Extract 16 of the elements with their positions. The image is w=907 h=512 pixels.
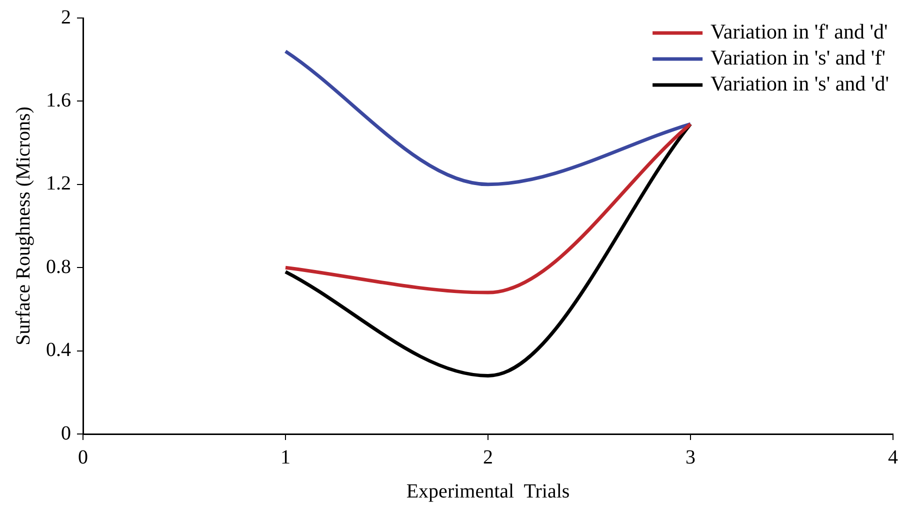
x-tick-label: 2 (483, 446, 493, 468)
y-tick-label: 0.4 (46, 339, 71, 362)
y-tick-label: 0.8 (46, 256, 71, 278)
y-axis-title: Surface Roughness (Microns) (12, 106, 34, 346)
x-tick-label: 4 (888, 446, 898, 468)
y-tick-label: 0 (61, 422, 71, 444)
legend-label: Variation in 's' and 'd' (710, 72, 890, 96)
x-tick-label: 0 (78, 446, 88, 468)
x-axis-title: Experimental Trials (406, 480, 570, 502)
legend-label: Variation in 'f' and 'd' (710, 20, 888, 44)
y-tick-label: 2 (61, 6, 71, 28)
x-tick-label: 3 (686, 446, 696, 468)
y-tick-label: 1.2 (46, 172, 71, 195)
y-tick-label: 1.6 (46, 89, 71, 112)
x-tick-label: 1 (280, 446, 290, 468)
legend-label: Variation in 's' and 'f' (710, 46, 886, 70)
